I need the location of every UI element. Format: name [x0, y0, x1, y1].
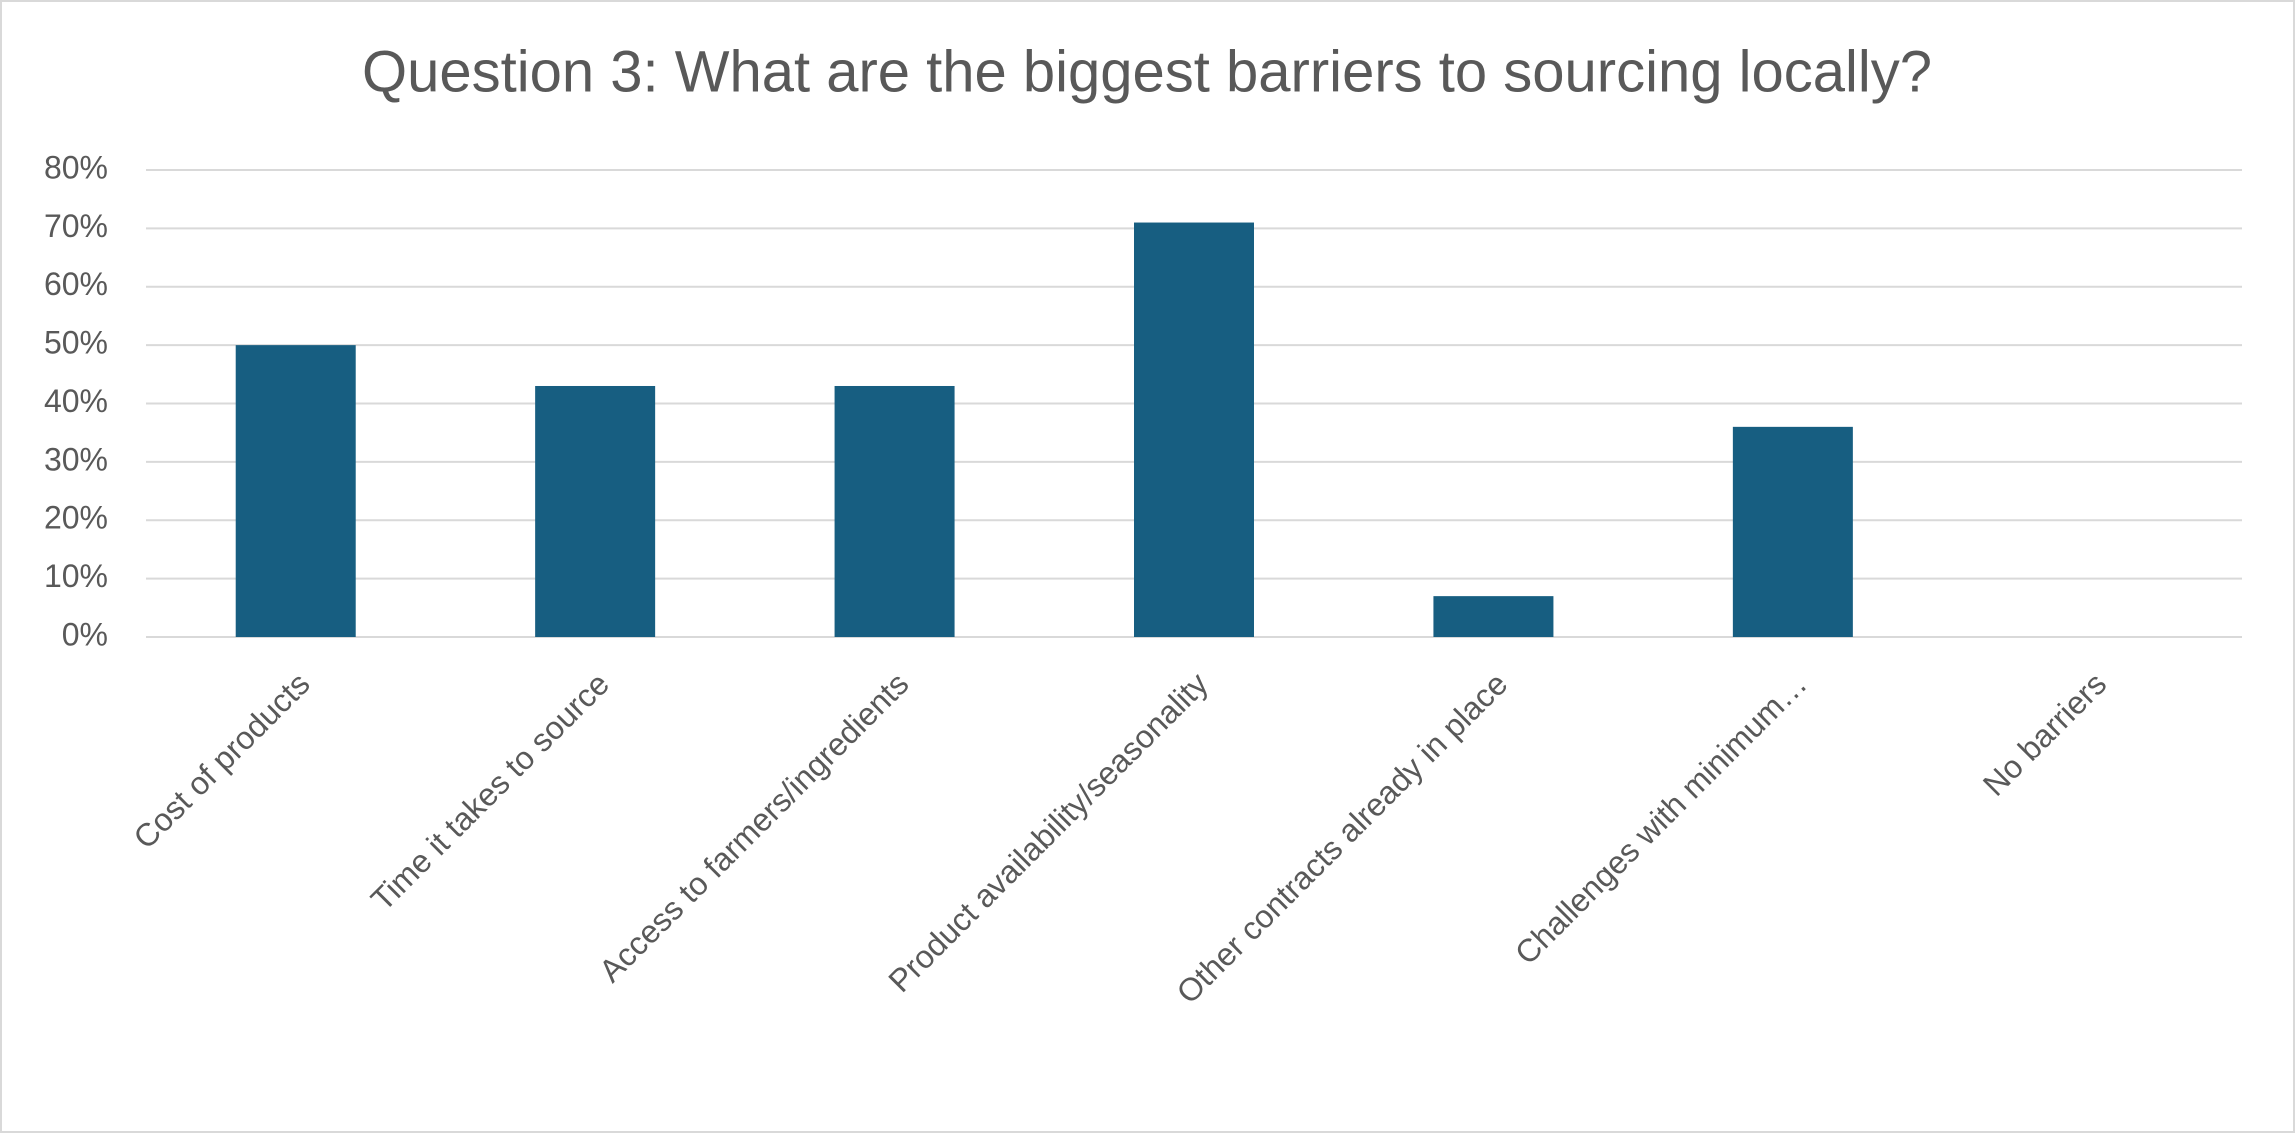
y-tick-label: 70% [44, 208, 108, 244]
y-tick-label: 50% [44, 325, 108, 361]
y-tick-label: 80% [44, 149, 108, 185]
bar [1732, 426, 1853, 637]
bar [235, 345, 356, 637]
bar [535, 385, 656, 637]
y-tick-label: 0% [62, 616, 108, 652]
bar [834, 385, 955, 637]
chart-title: Question 3: What are the biggest barrier… [362, 39, 1932, 104]
y-tick-label: 30% [44, 441, 108, 477]
bar [1433, 596, 1554, 637]
y-tick-label: 20% [44, 500, 108, 536]
y-tick-label: 40% [44, 383, 108, 419]
y-tick-label: 10% [44, 558, 108, 594]
y-tick-label: 60% [44, 266, 108, 302]
bar [1134, 222, 1254, 637]
